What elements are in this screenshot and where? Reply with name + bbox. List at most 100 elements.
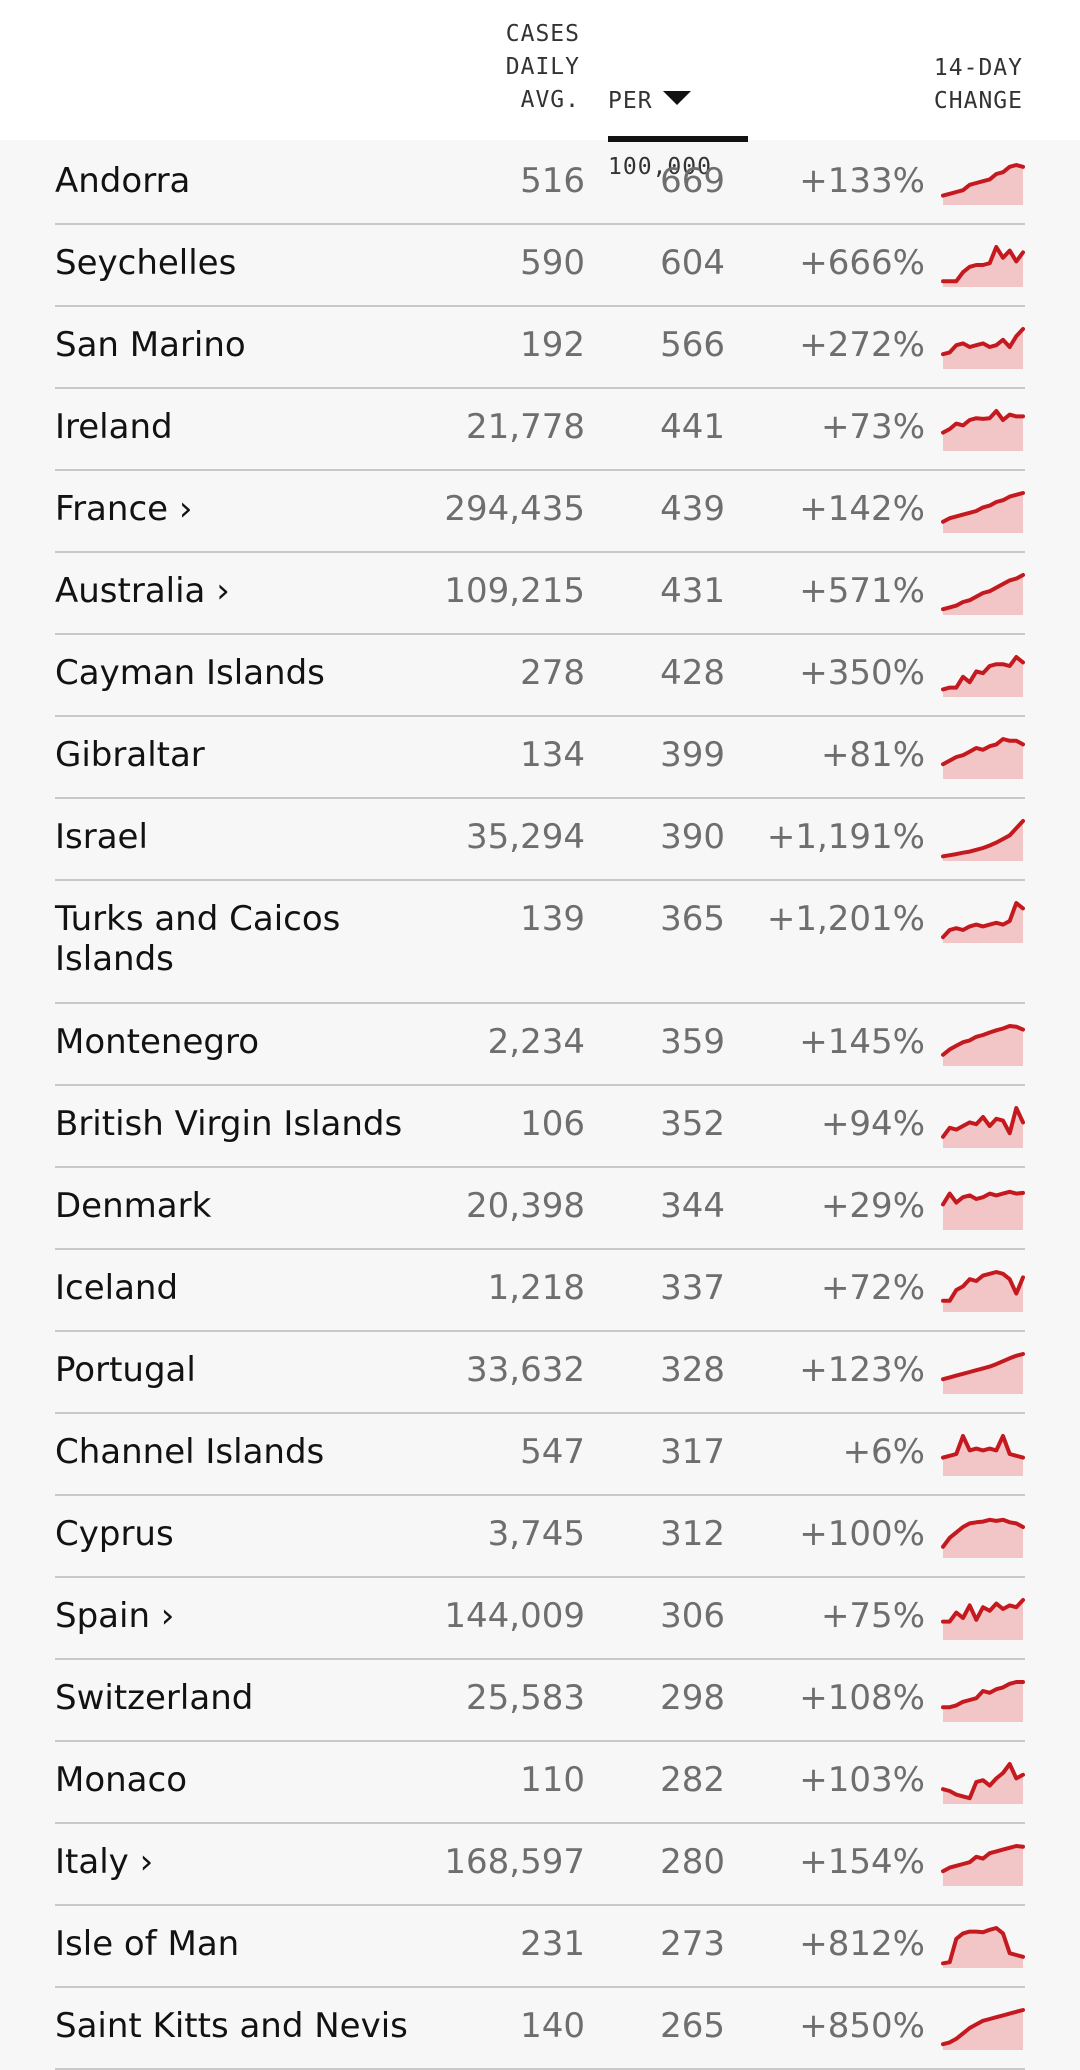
sparkline-area	[943, 493, 1023, 533]
column-header-per-100000[interactable]: PER 100,000	[608, 52, 712, 184]
sparkline-line	[941, 1270, 1025, 1303]
table-row[interactable]: France › 294,435 439 +142%	[55, 471, 1025, 553]
trend-sparkline	[941, 327, 1025, 369]
country-name: Isle of Man	[55, 1924, 240, 1964]
table-row[interactable]: Gibraltar 134 399 +81%	[55, 717, 1025, 799]
table-row[interactable]: Turks and Caicos Islands 139 365 +1,201%	[55, 881, 1025, 1004]
table-row[interactable]: Spain › 144,009 306 +75%	[55, 1578, 1025, 1660]
sparkline-line	[941, 409, 1025, 435]
table-row[interactable]: Ireland 21,778 441 +73%	[55, 389, 1025, 471]
table-row[interactable]: British Virgin Islands 106 352 +94%	[55, 1086, 1025, 1168]
fourteen-day-change: +29%	[820, 1186, 925, 1226]
table-row[interactable]: Seychelles 590 604 +666%	[55, 225, 1025, 307]
sparkline-line	[941, 655, 1025, 692]
cases-daily-avg: 2,234	[487, 1022, 585, 1062]
country-name: Seychelles	[55, 243, 237, 283]
fourteen-day-change: +73%	[820, 407, 925, 447]
countries-table: Andorra 516 669 +133% Seychelles 590 604 +666% S…	[0, 143, 1080, 2070]
fourteen-day-change: +272%	[799, 325, 925, 365]
cases-daily-avg: 21,778	[466, 407, 585, 447]
cases-daily-avg: 192	[520, 325, 585, 365]
country-name: Gibraltar	[55, 735, 205, 775]
sparkline-line	[941, 1926, 1025, 1966]
sparkline-area	[943, 903, 1023, 943]
trend-sparkline	[941, 1434, 1025, 1476]
trend-sparkline	[941, 1598, 1025, 1640]
sparkline-line	[941, 1024, 1025, 1057]
cases-daily-avg: 278	[520, 653, 585, 693]
column-header-cases-daily-avg[interactable]: CASES DAILY AVG.	[505, 21, 580, 113]
table-row[interactable]: Switzerland 25,583 298 +108%	[55, 1660, 1025, 1742]
cases-per-100000: 273	[660, 1924, 725, 1964]
column-header-14-day-change[interactable]: 14-DAY CHANGE	[933, 55, 1023, 114]
trend-sparkline	[941, 491, 1025, 533]
cases-per-100000: 399	[660, 735, 725, 775]
country-name: Cayman Islands	[55, 653, 325, 693]
table-row[interactable]: Portugal 33,632 328 +123%	[55, 1332, 1025, 1414]
table-row[interactable]: Australia › 109,215 431 +571%	[55, 553, 1025, 635]
fourteen-day-change: +350%	[799, 653, 925, 693]
country-name: France ›	[55, 489, 193, 529]
sparkline-area	[943, 1519, 1023, 1558]
cases-per-100000: 428	[660, 653, 725, 693]
table-row[interactable]: Cayman Islands 278 428 +350%	[55, 635, 1025, 717]
table-row[interactable]: San Marino 192 566 +272%	[55, 307, 1025, 389]
cases-per-100000: 280	[660, 1842, 725, 1882]
fourteen-day-change: +812%	[799, 1924, 925, 1964]
table-row[interactable]: Isle of Man 231 273 +812%	[55, 1906, 1025, 1988]
table-row[interactable]: Andorra 516 669 +133%	[55, 143, 1025, 225]
table-row[interactable]: Italy › 168,597 280 +154%	[55, 1824, 1025, 1906]
cases-daily-avg: 294,435	[444, 489, 585, 529]
sparkline-area	[943, 1272, 1023, 1312]
trend-sparkline	[941, 1517, 1025, 1558]
sparkline-line	[941, 1352, 1025, 1382]
trend-sparkline	[941, 409, 1025, 451]
sparkline-line	[941, 573, 1025, 612]
sparkline-area	[943, 657, 1023, 697]
trend-sparkline	[941, 573, 1025, 615]
sort-descending-icon	[662, 91, 691, 105]
cases-per-100000: 337	[660, 1268, 725, 1308]
country-name: Portugal	[55, 1350, 196, 1390]
cases-per-100000: 328	[660, 1350, 725, 1390]
country-name: Switzerland	[55, 1678, 254, 1718]
trend-sparkline	[941, 1352, 1025, 1394]
table-row[interactable]: Monaco 110 282 +103%	[55, 1742, 1025, 1824]
cases-per-100000: 441	[660, 407, 725, 447]
table-row[interactable]: Channel Islands 547 317 +6%	[55, 1414, 1025, 1496]
table-row[interactable]: Iceland 1,218 337 +72%	[55, 1250, 1025, 1332]
country-name: Ireland	[55, 407, 173, 447]
cases-daily-avg: 590	[520, 243, 585, 283]
cases-per-100000: 604	[660, 243, 725, 283]
table-row[interactable]: Saint Kitts and Nevis 140 265 +850%	[55, 1988, 1025, 2070]
cases-per-100000: 439	[660, 489, 725, 529]
cases-per-100000: 317	[660, 1432, 725, 1472]
trend-sparkline	[941, 737, 1025, 779]
sparkline-line	[941, 327, 1025, 357]
table-row[interactable]: Israel 35,294 390 +1,191%	[55, 799, 1025, 881]
sparkline-line	[941, 1106, 1025, 1139]
cases-per-100000: 359	[660, 1022, 725, 1062]
sparkline-line	[941, 819, 1025, 859]
fourteen-day-change: +154%	[799, 1842, 925, 1882]
table-row[interactable]: Denmark 20,398 344 +29%	[55, 1168, 1025, 1250]
cases-daily-avg: 109,215	[444, 571, 585, 611]
cases-daily-avg: 20,398	[466, 1186, 585, 1226]
cases-daily-avg: 140	[520, 2006, 585, 2046]
sparkline-line	[941, 1189, 1025, 1207]
cases-daily-avg: 144,009	[444, 1596, 585, 1636]
fourteen-day-change: +1,201%	[766, 899, 925, 939]
table-row[interactable]: Montenegro 2,234 359 +145%	[55, 1004, 1025, 1086]
trend-sparkline	[941, 901, 1025, 943]
cases-per-100000: 265	[660, 2006, 725, 2046]
cases-daily-avg: 110	[520, 1760, 585, 1800]
cases-daily-avg: 106	[520, 1104, 585, 1144]
sparkline-area	[943, 1026, 1023, 1066]
sparkline-area	[943, 1846, 1023, 1886]
fourteen-day-change: +850%	[799, 2006, 925, 2046]
cases-daily-avg: 168,597	[444, 1842, 585, 1882]
fourteen-day-change: +94%	[820, 1104, 925, 1144]
trend-sparkline	[941, 2008, 1025, 2050]
cases-per-100000: 365	[660, 899, 725, 939]
table-row[interactable]: Cyprus 3,745 312 +100%	[55, 1496, 1025, 1578]
